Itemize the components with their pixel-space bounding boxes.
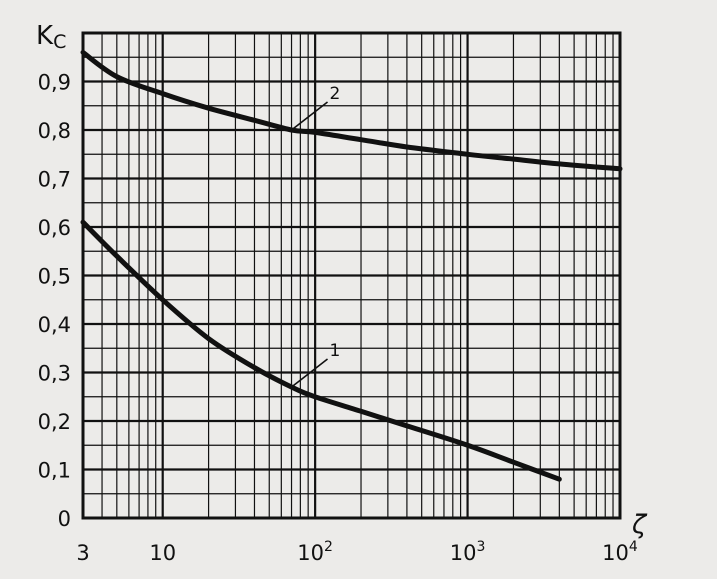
y-tick-label: 0,3: [38, 362, 71, 386]
x-tick-label: 3: [76, 541, 89, 565]
x-tick-labels: 3 10 102 103 104: [76, 539, 638, 565]
y-tick-label: 0,5: [38, 265, 71, 289]
series-1-label: 1: [330, 341, 341, 361]
x-tick-label: 102: [297, 539, 333, 565]
y-tick-label: 0,1: [38, 459, 71, 483]
x-axis-label: ζ: [631, 510, 648, 540]
series-1-line: [80, 219, 562, 482]
x-tick-label: 10: [149, 541, 176, 565]
series-2-label: 2: [330, 84, 341, 104]
y-tick-labels: 0 0,1 0,2 0,3 0,4 0,5 0,6 0,7 0,8 0,9: [38, 71, 71, 532]
plot-frame: [81, 31, 622, 520]
y-tick-label: 0,9: [38, 71, 71, 95]
major-grid: [83, 33, 620, 518]
y-axis-label: KC: [36, 21, 66, 53]
curves: 12: [80, 49, 623, 482]
y-axis-label-sub: C: [53, 31, 66, 53]
x-tick-label: 104: [602, 539, 638, 565]
series-2-line: [80, 49, 623, 172]
y-tick-label: 0,2: [38, 410, 71, 434]
y-tick-label: 0: [58, 507, 71, 531]
y-tick-label: 0,8: [38, 119, 71, 143]
y-tick-label: 0,4: [38, 313, 71, 337]
y-tick-label: 0,7: [38, 168, 71, 192]
y-tick-label: 0,6: [38, 216, 71, 240]
series-2-leader: [291, 101, 329, 131]
x-tick-label: 103: [450, 539, 486, 565]
series-1-leader: [291, 358, 329, 388]
y-axis-label-main: K: [36, 21, 54, 51]
